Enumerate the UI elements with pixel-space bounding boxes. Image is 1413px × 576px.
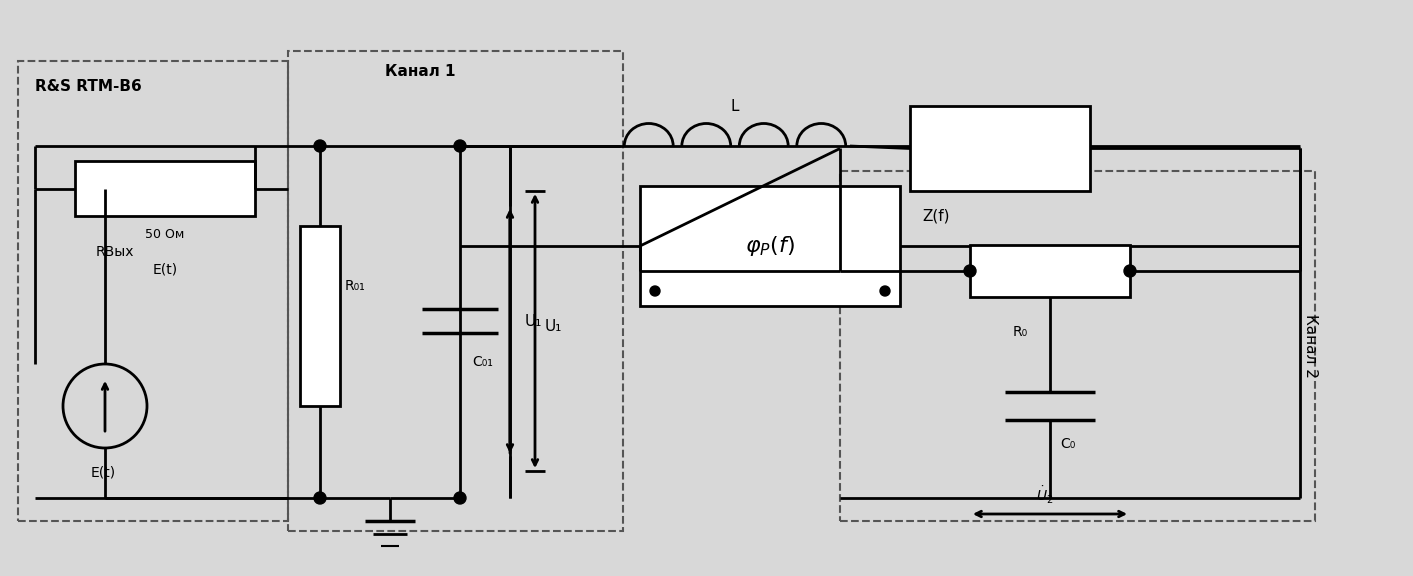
Text: L: L	[731, 99, 739, 114]
Circle shape	[1123, 265, 1136, 277]
Text: C₀₁: C₀₁	[472, 355, 493, 369]
FancyBboxPatch shape	[300, 226, 341, 406]
Text: Z(f): Z(f)	[923, 209, 950, 224]
Circle shape	[880, 286, 890, 296]
Text: E(t): E(t)	[153, 263, 178, 277]
FancyBboxPatch shape	[640, 186, 900, 306]
Text: C₀: C₀	[1060, 437, 1075, 451]
Text: R₀: R₀	[1013, 325, 1027, 339]
Text: U₁: U₁	[526, 314, 543, 329]
Text: R₀₁: R₀₁	[345, 279, 366, 293]
FancyBboxPatch shape	[969, 245, 1130, 297]
FancyBboxPatch shape	[910, 106, 1089, 191]
FancyBboxPatch shape	[75, 161, 254, 216]
Text: 50 Ом: 50 Ом	[146, 228, 185, 241]
Text: R&S RTM-B6: R&S RTM-B6	[35, 79, 141, 94]
Circle shape	[454, 492, 466, 504]
Text: $\dot{U}_2$: $\dot{U}_2$	[1036, 486, 1054, 506]
Circle shape	[314, 140, 326, 152]
Text: E(t): E(t)	[90, 465, 116, 479]
Text: $\varphi_P(f)$: $\varphi_P(f)$	[745, 234, 796, 258]
Circle shape	[454, 140, 466, 152]
Text: U₁: U₁	[545, 319, 562, 334]
Text: Канал 1: Канал 1	[384, 64, 455, 79]
Text: Канал 2: Канал 2	[1303, 314, 1317, 378]
Circle shape	[314, 492, 326, 504]
Circle shape	[650, 286, 660, 296]
Text: RВых: RВых	[96, 245, 134, 259]
Circle shape	[964, 265, 976, 277]
